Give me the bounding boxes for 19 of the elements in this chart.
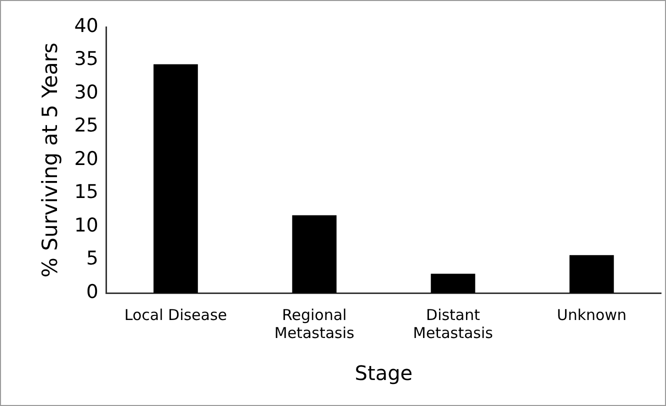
x-tick-label: Local Disease: [124, 306, 228, 324]
bar: [154, 64, 198, 293]
y-tick-label: 20: [74, 148, 98, 170]
y-tick-label: 40: [74, 14, 98, 37]
y-tick-label: 10: [74, 214, 98, 236]
x-tick-label: Regional Metastasis: [274, 306, 355, 342]
x-axis-title: Stage: [354, 361, 413, 386]
y-axis-title: % Surviving at 5 Years: [38, 42, 62, 278]
y-tick-label: 35: [74, 48, 98, 70]
bar: [569, 255, 614, 293]
y-tick-label: 5: [86, 248, 98, 270]
x-tick-label: Distant Metastasis: [413, 306, 494, 342]
x-tick-label: Unknown: [556, 306, 626, 324]
y-tick-label: 0: [86, 280, 98, 303]
y-tick-label: 15: [74, 181, 98, 204]
y-tick-label: 30: [74, 81, 98, 104]
bar: [430, 274, 476, 293]
y-tick-label: 25: [74, 114, 98, 137]
bar: [292, 215, 337, 293]
